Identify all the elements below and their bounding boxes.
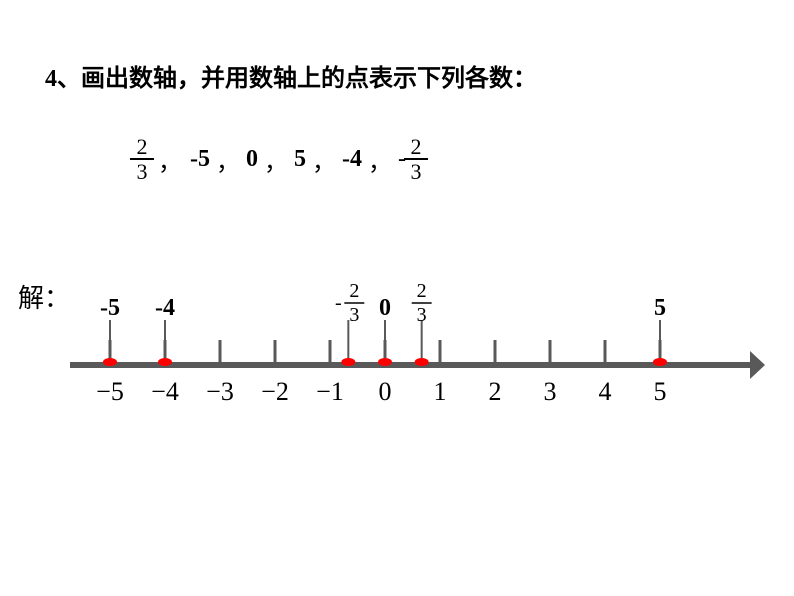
comma: ， xyxy=(368,142,392,177)
svg-text:−4: −4 xyxy=(151,377,179,406)
svg-text:1: 1 xyxy=(434,377,447,406)
svg-text:-5: -5 xyxy=(100,295,120,321)
comma: ， xyxy=(158,142,182,177)
comma: ， xyxy=(216,142,240,177)
value-4: 5 xyxy=(294,146,306,173)
svg-text:0: 0 xyxy=(379,377,392,406)
svg-text:-: - xyxy=(335,292,342,314)
svg-text:-4: -4 xyxy=(155,295,175,321)
svg-text:3: 3 xyxy=(544,377,557,406)
svg-text:5: 5 xyxy=(654,377,667,406)
svg-text:0: 0 xyxy=(379,295,391,321)
svg-text:3: 3 xyxy=(349,304,359,326)
question-body: 画出数轴，并用数轴上的点表示下列各数： xyxy=(81,66,537,92)
value-frac-1: 2 3 xyxy=(130,135,154,183)
question-separator: 、 xyxy=(57,66,81,92)
value-3: 0 xyxy=(246,146,258,173)
svg-text:2: 2 xyxy=(417,280,427,302)
svg-text:2: 2 xyxy=(489,377,502,406)
comma: ， xyxy=(312,142,336,177)
svg-text:−2: −2 xyxy=(261,377,289,406)
comma: ， xyxy=(264,142,288,177)
svg-text:5: 5 xyxy=(654,295,666,321)
value-frac-2: 2 3 xyxy=(404,135,428,183)
svg-text:4: 4 xyxy=(599,377,612,406)
svg-text:3: 3 xyxy=(417,304,427,326)
question-values: 2 3 ， -5 ， 0 ， 5 ， -4 ， - 2 3 xyxy=(130,135,428,183)
value-2: -5 xyxy=(190,146,210,173)
number-line-svg: −5−4−3−2−1012345-5-4-230235 xyxy=(30,260,770,460)
svg-text:−1: −1 xyxy=(316,377,344,406)
svg-text:2: 2 xyxy=(349,280,359,302)
question-number: 4 xyxy=(45,66,57,92)
question-text: 4、画出数轴，并用数轴上的点表示下列各数： xyxy=(45,58,537,93)
svg-text:−3: −3 xyxy=(206,377,234,406)
value-5: -4 xyxy=(342,146,362,173)
svg-text:−5: −5 xyxy=(96,377,124,406)
number-line: −5−4−3−2−1012345-5-4-230235 xyxy=(30,260,770,460)
